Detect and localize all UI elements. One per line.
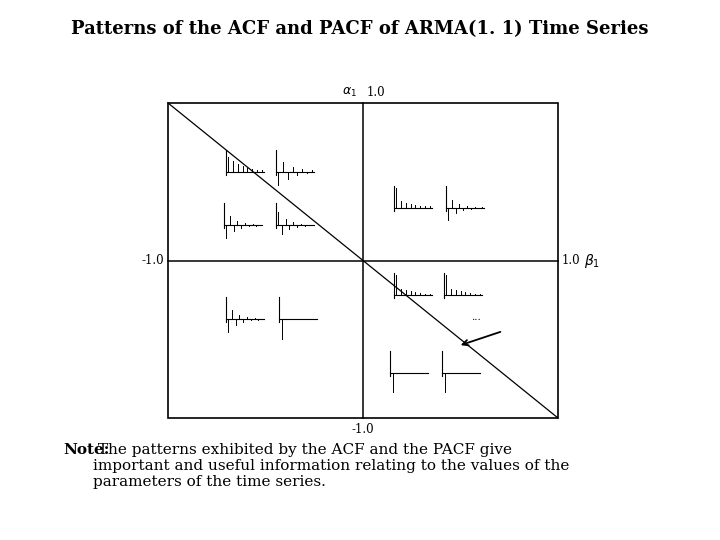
- Bar: [168, 103, 558, 418]
- Text: 1.0: 1.0: [367, 86, 386, 99]
- Text: -1.0: -1.0: [141, 254, 164, 267]
- Text: The patterns exhibited by the ACF and the PACF give
important and useful informa: The patterns exhibited by the ACF and th…: [93, 443, 570, 489]
- Text: ...: ...: [471, 314, 481, 322]
- Text: $\alpha_1$: $\alpha_1$: [342, 86, 357, 99]
- Text: 1.0: 1.0: [562, 254, 580, 267]
- Text: -1.0: -1.0: [351, 423, 374, 436]
- Text: $\beta_1$: $\beta_1$: [584, 252, 600, 269]
- Text: Patterns of the ACF and PACF of ARMA(1. 1) Time Series: Patterns of the ACF and PACF of ARMA(1. …: [71, 20, 649, 38]
- Text: Note:: Note:: [63, 443, 109, 457]
